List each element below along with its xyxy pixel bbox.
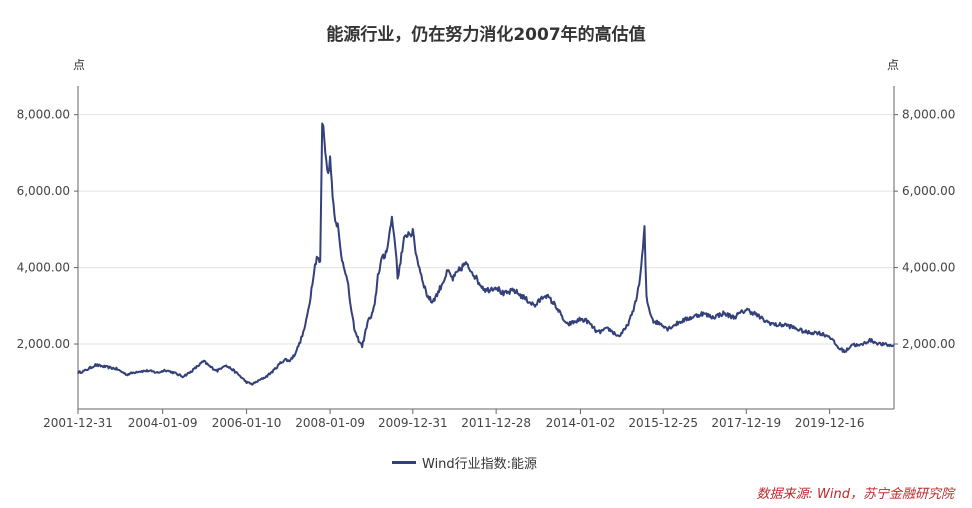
legend[interactable]: Wind行业指数:能源 bbox=[392, 453, 537, 472]
series-line-energy bbox=[77, 122, 895, 386]
x-tick-label: 2017-12-19 bbox=[711, 416, 781, 430]
gridlines bbox=[78, 114, 894, 345]
x-tick-label: 2009-12-31 bbox=[378, 416, 448, 430]
y-tick-label-left: 8,000.00 bbox=[17, 108, 70, 122]
y-tick-label-right: 2,000.00 bbox=[902, 337, 955, 351]
y-tick-label-left: 4,000.00 bbox=[17, 261, 70, 275]
axes bbox=[77, 86, 895, 410]
y-tick-label-left: 6,000.00 bbox=[17, 184, 70, 198]
series-group bbox=[77, 122, 895, 386]
legend-swatch bbox=[392, 461, 416, 464]
x-tick-label: 2001-12-31 bbox=[43, 416, 113, 430]
right-axis-unit: 点 bbox=[887, 58, 900, 72]
y-axis-right: 2,000.00 4,000.00 6,000.00 8,000.00 bbox=[894, 108, 955, 351]
y-axis-left: 2,000.00 4,000.00 6,000.00 8,000.00 bbox=[17, 108, 78, 351]
x-tick-label: 2011-12-28 bbox=[461, 416, 531, 430]
x-tick-label: 2006-01-10 bbox=[212, 416, 282, 430]
x-tick-label: 2019-12-16 bbox=[795, 416, 865, 430]
y-tick-label-right: 6,000.00 bbox=[902, 184, 955, 198]
x-tick-label: 2014-01-02 bbox=[546, 416, 616, 430]
y-tick-label-right: 8,000.00 bbox=[902, 108, 955, 122]
x-tick-label: 2008-01-09 bbox=[295, 416, 365, 430]
y-tick-label-left: 2,000.00 bbox=[17, 337, 70, 351]
legend-label: Wind行业指数:能源 bbox=[422, 457, 538, 472]
chart-title: 能源行业，仍在努力消化2007年的高估值 bbox=[326, 25, 646, 45]
x-axis: 2001-12-31 2004-01-09 2006-01-10 2008-01-09… bbox=[43, 409, 864, 430]
left-axis-unit: 点 bbox=[73, 58, 86, 72]
x-tick-label: 2015-12-25 bbox=[628, 416, 698, 430]
x-tick-label: 2004-01-09 bbox=[128, 416, 198, 430]
data-source: 数据来源: Wind，苏宁金融研究院 bbox=[756, 487, 954, 502]
y-tick-label-right: 4,000.00 bbox=[902, 261, 955, 275]
